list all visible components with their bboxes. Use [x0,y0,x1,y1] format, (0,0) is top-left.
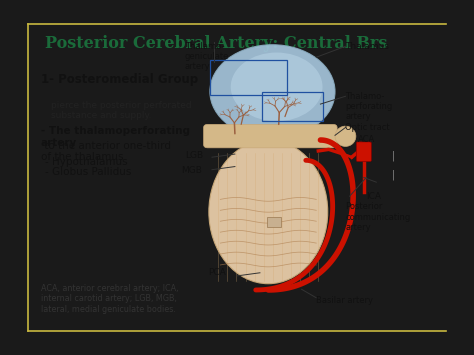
Text: - The thalamoperforating
artery: - The thalamoperforating artery [41,126,190,148]
Text: |: | [392,151,394,161]
Text: Thalamus: Thalamus [346,42,389,51]
FancyBboxPatch shape [267,218,281,226]
Ellipse shape [209,140,328,284]
Text: Posterior
communicating
artery: Posterior communicating artery [346,202,410,232]
FancyBboxPatch shape [356,142,371,162]
Text: Basilar artery: Basilar artery [316,296,373,305]
Text: Optic tract: Optic tract [346,123,390,132]
Text: LGB: LGB [185,151,203,159]
Text: ACA, anterior cerebral artery; ICA,
internal carotid artery; LGB, MGB,
lateral, : ACA, anterior cerebral artery; ICA, inte… [41,284,178,313]
Text: Thalamo-
geniculate
artery: Thalamo- geniculate artery [185,42,229,71]
Text: ICA: ICA [366,192,381,201]
Text: MGB: MGB [181,166,201,175]
Text: pierce the posterior perforated
substance and supply.: pierce the posterior perforated substanc… [51,101,192,120]
Text: Thalamo-
perforating
artery: Thalamo- perforating artery [346,92,392,121]
Text: Posterior Cerebral Artery: Central Brs: Posterior Cerebral Artery: Central Brs [45,36,388,52]
FancyBboxPatch shape [204,124,337,148]
Ellipse shape [335,126,356,146]
Text: ACA: ACA [358,135,375,144]
Ellipse shape [231,53,322,121]
Text: to the anterior one-third
of the thalamus: to the anterior one-third of the thalamu… [41,141,171,162]
Ellipse shape [210,45,335,138]
Text: - Hypothalamus: - Hypothalamus [45,157,128,167]
Text: 1- Posteromedial Group: 1- Posteromedial Group [41,73,198,86]
Text: - Globus Pallidus: - Globus Pallidus [45,166,131,176]
Text: PCA: PCA [208,268,226,277]
Text: |: | [392,169,394,180]
